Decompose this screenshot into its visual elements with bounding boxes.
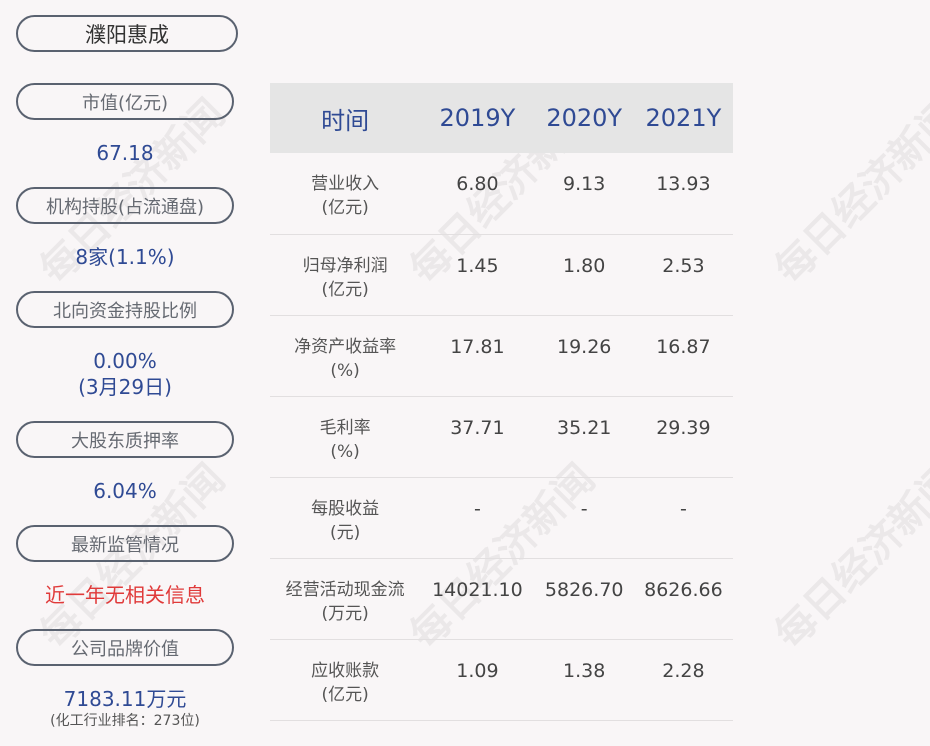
cell-value: 2.53 (633, 234, 733, 316)
header-year: 2020Y (534, 83, 634, 153)
market-cap-label: 市值(亿元) (16, 83, 234, 120)
cell-value: - (534, 477, 634, 559)
table-row: 应收账款 (亿元) 1.09 1.38 2.28 (270, 639, 733, 721)
table-row: 毛利率 (%) 37.71 35.21 29.39 (270, 396, 733, 478)
brand-rank: (化工行业排名：273位) (50, 713, 200, 729)
cell-value: 1.09 (420, 639, 535, 721)
table-header: 时间 2019Y 2020Y 2021Y (270, 83, 733, 153)
cell-value: 17.81 (420, 315, 535, 397)
row-label: 经营活动现金流 (万元) (270, 558, 421, 640)
metric-name: 每股收益 (311, 498, 380, 519)
cell-value: 5826.70 (534, 558, 634, 640)
cell-value: 37.71 (420, 396, 535, 478)
table-row: 每股收益 (元) - - - (270, 477, 733, 559)
metric-name: 归母净利润 (302, 255, 388, 276)
cell-value: 29.39 (633, 396, 733, 478)
cell-value: 1.45 (420, 234, 535, 316)
cell-value: 16.87 (633, 315, 733, 397)
pledge-rate-value: 6.04% (93, 479, 157, 503)
cell-value: 8626.66 (633, 558, 733, 640)
institution-holding-value: 8家(1.1%) (75, 245, 175, 269)
cell-value: - (633, 477, 733, 559)
header-time: 时间 (270, 83, 421, 153)
metric-name: 经营活动现金流 (285, 579, 405, 600)
cell-value: 9.13 (534, 153, 634, 235)
cell-value: 1.38 (534, 639, 634, 721)
northbound-date: (3月29日) (78, 375, 172, 399)
cell-value: 2.28 (633, 639, 733, 721)
cell-value: - (420, 477, 535, 559)
cell-value: 13.93 (633, 153, 733, 235)
row-label: 归母净利润 (亿元) (270, 234, 421, 316)
metric-name: 毛利率 (319, 417, 371, 438)
metric-name: 营业收入 (311, 174, 380, 194)
brand-value: 7183.11万元 (63, 687, 187, 711)
row-label: 应收账款 (亿元) (270, 639, 421, 721)
metric-unit: (万元) (321, 603, 369, 624)
row-label: 净资产收益率 (%) (270, 315, 421, 397)
market-cap-value: 67.18 (96, 141, 154, 165)
watermark: 每日经济新闻 (766, 455, 930, 658)
northbound-value: 0.00% (93, 349, 157, 373)
pledge-rate-label: 大股东质押率 (16, 421, 234, 458)
financial-table: 时间 2019Y 2020Y 2021Y 营业收入 (亿元) 6.80 9.13 13.… (270, 83, 733, 721)
institution-holding-label: 机构持股(占流通盘) (16, 187, 234, 224)
cell-value: 14021.10 (420, 558, 535, 640)
metric-unit: (亿元) (321, 684, 369, 705)
table-row: 营业收入 (亿元) 6.80 9.13 13.93 (270, 153, 733, 235)
metric-unit: (亿元) (321, 279, 369, 300)
header-year: 2019Y (420, 83, 535, 153)
metric-unit: (元) (329, 522, 361, 543)
metric-unit: (%) (330, 441, 360, 462)
regulation-value: 近一年无相关信息 (45, 583, 205, 607)
company-name: 濮阳惠成 (16, 15, 238, 52)
table-row: 净资产收益率 (%) 17.81 19.26 16.87 (270, 315, 733, 397)
metric-name: 应收账款 (311, 660, 380, 681)
northbound-label: 北向资金持股比例 (16, 291, 234, 328)
row-label: 毛利率 (%) (270, 396, 421, 478)
metric-name: 净资产收益率 (294, 336, 397, 357)
brand-value-label: 公司品牌价值 (16, 629, 234, 666)
row-label: 每股收益 (元) (270, 477, 421, 559)
watermark: 每日经济新闻 (766, 90, 930, 293)
cell-value: 6.80 (420, 153, 535, 235)
table-row: 经营活动现金流 (万元) 14021.10 5826.70 8626.66 (270, 558, 733, 640)
cell-value: 19.26 (534, 315, 634, 397)
cell-value: 1.80 (534, 234, 634, 316)
metric-unit: (亿元) (321, 198, 369, 218)
cell-value: 35.21 (534, 396, 634, 478)
row-label: 营业收入 (亿元) (270, 153, 421, 235)
table-row: 归母净利润 (亿元) 1.45 1.80 2.53 (270, 234, 733, 316)
regulation-label: 最新监管情况 (16, 525, 234, 562)
header-year: 2021Y (633, 83, 733, 153)
metric-unit: (%) (330, 360, 360, 381)
